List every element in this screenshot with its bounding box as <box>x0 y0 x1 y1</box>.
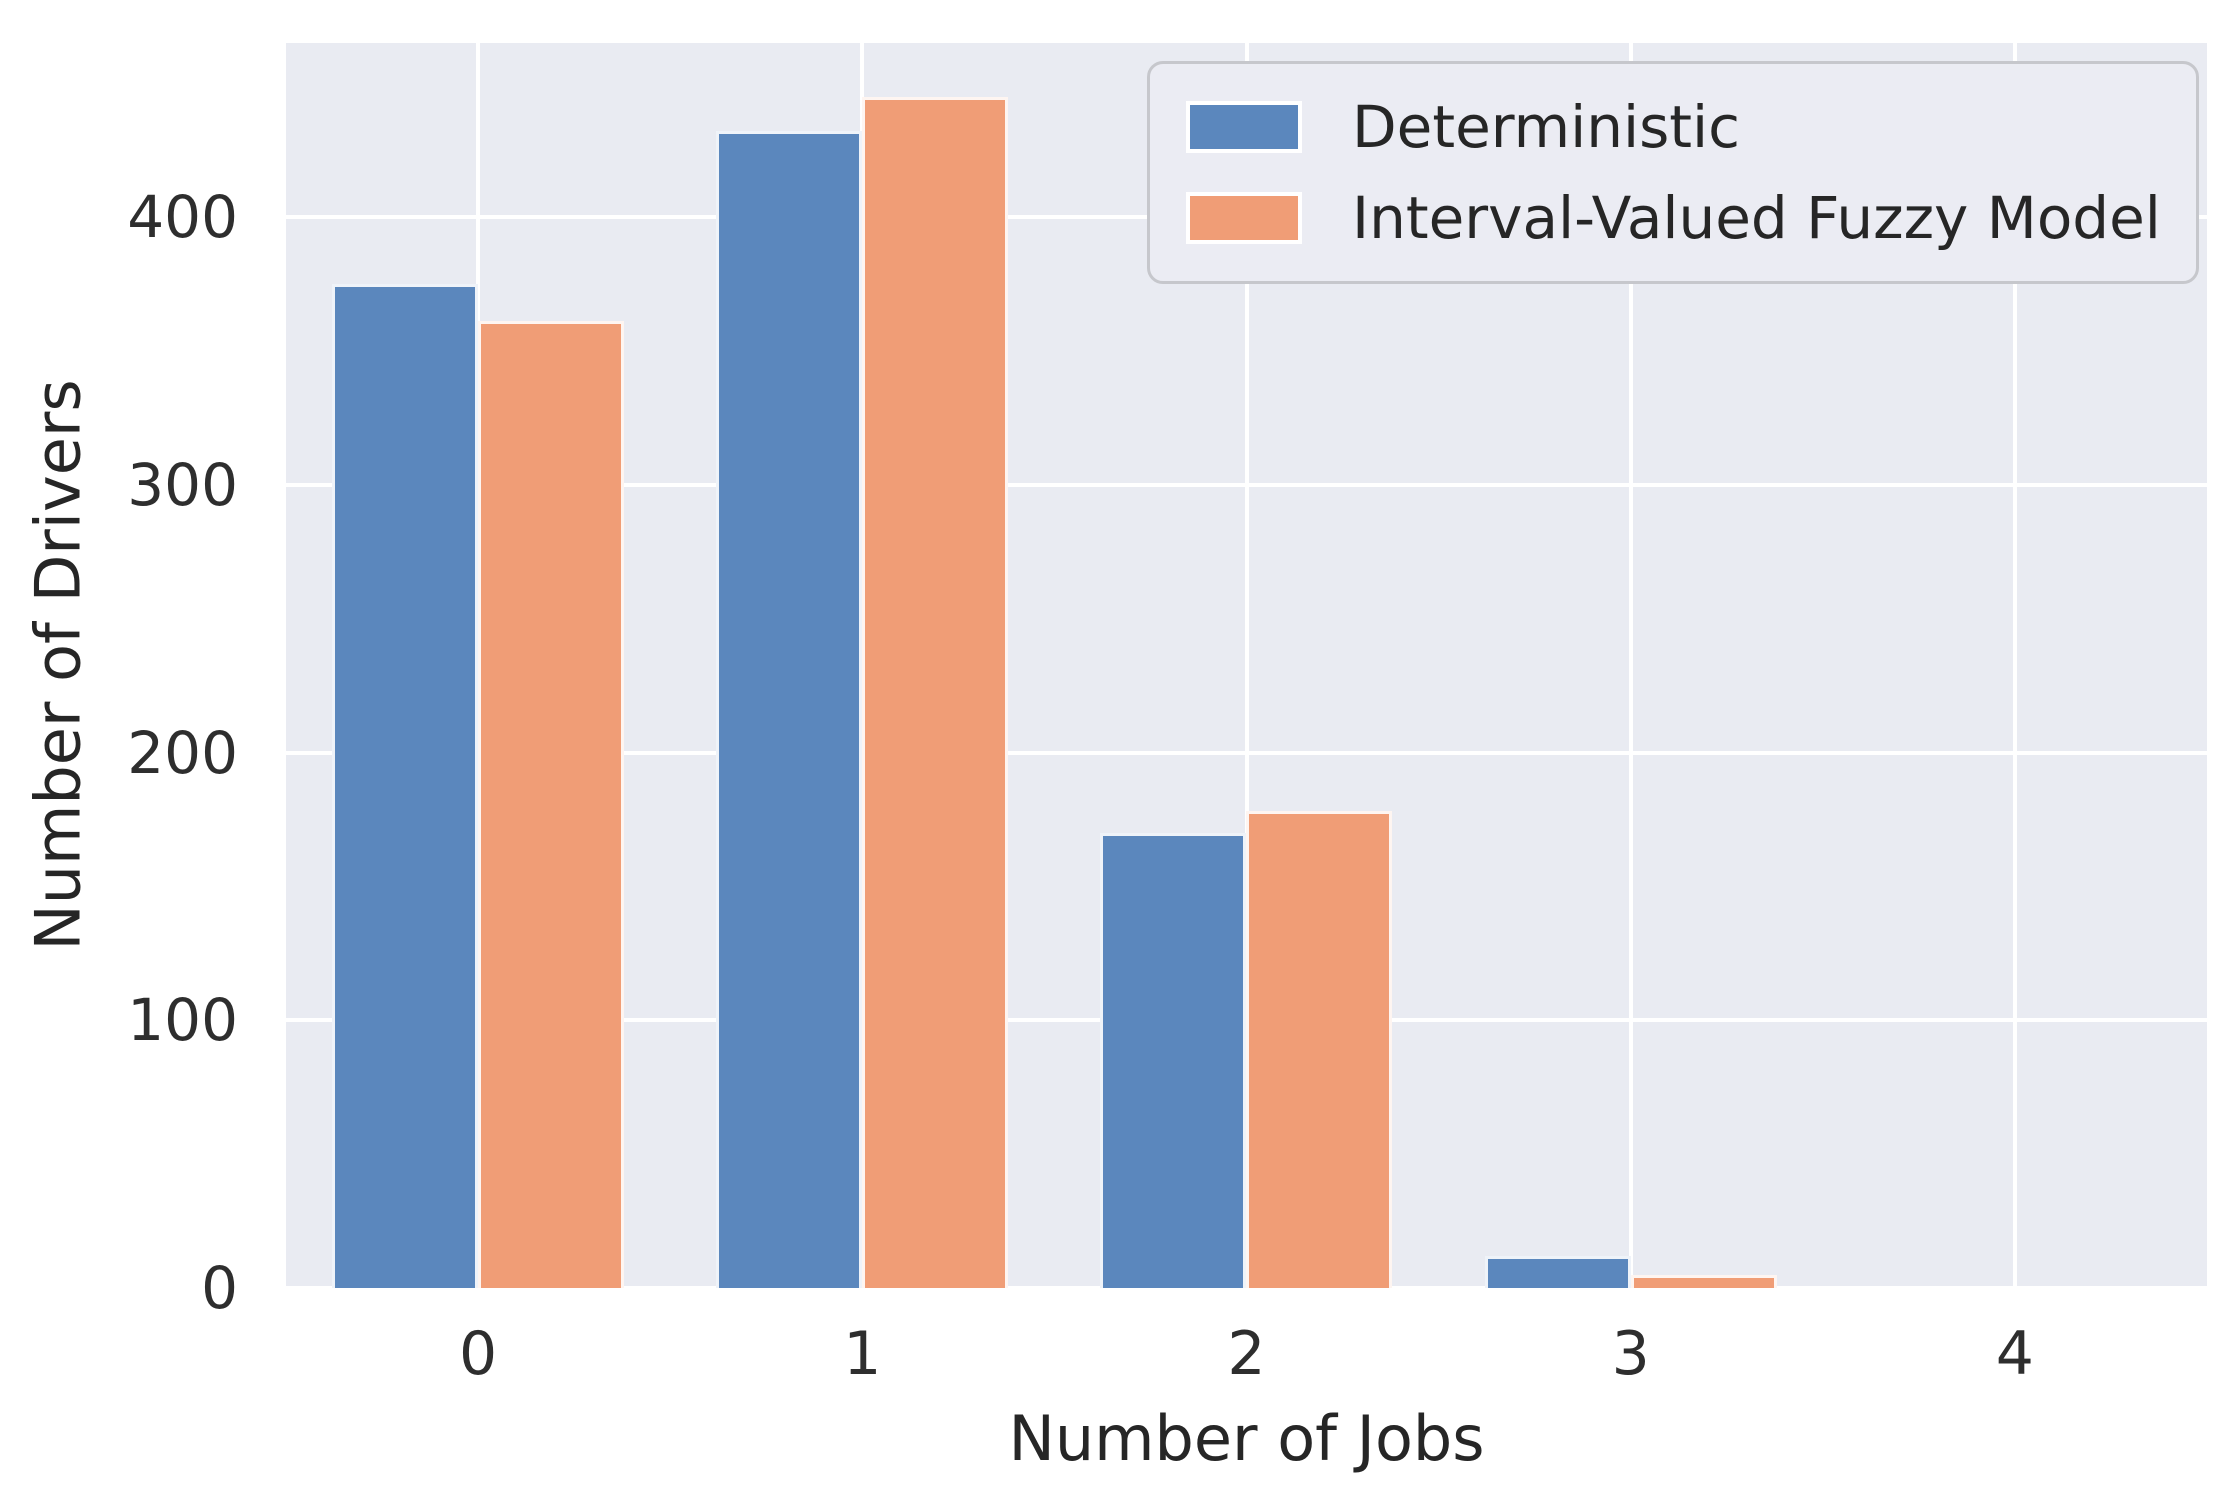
x-tick-label-3: 3 <box>1611 1319 1650 1389</box>
bar-interval-valued-fuzzy-model-2 <box>1246 811 1393 1288</box>
y-tick-label-300: 300 <box>127 450 238 519</box>
legend-label-fuzzy-model: Interval-Valued Fuzzy Model <box>1352 183 2161 252</box>
y-tick-label-200: 200 <box>127 718 238 787</box>
bar-interval-valued-fuzzy-model-3 <box>1630 1274 1777 1288</box>
y-axis-ticks: 0 100 200 300 400 <box>0 43 262 1317</box>
x-axis-ticks: 0 1 2 3 4 <box>286 1288 2207 1408</box>
x-tick-label-0: 0 <box>459 1319 498 1389</box>
plot-area: Deterministic Interval-Valued Fuzzy Mode… <box>286 43 2207 1290</box>
y-tick-label-100: 100 <box>127 986 238 1055</box>
bar-group-3 <box>1439 43 1823 1288</box>
gridline-x-4 <box>2012 43 2017 1288</box>
bar-deterministic-3 <box>1484 1255 1631 1288</box>
y-tick-label-400: 400 <box>127 183 238 252</box>
legend: Deterministic Interval-Valued Fuzzy Mode… <box>1147 61 2199 285</box>
legend-label-deterministic: Deterministic <box>1352 93 1741 161</box>
x-tick-label-2: 2 <box>1227 1319 1266 1389</box>
x-axis-title: Number of Jobs <box>1008 1402 1485 1475</box>
legend-item-fuzzy-model: Interval-Valued Fuzzy Model <box>1186 183 2161 252</box>
y-tick-label-0: 0 <box>201 1254 238 1322</box>
bar-interval-valued-fuzzy-model-0 <box>478 321 625 1288</box>
bar-group-2 <box>1054 43 1438 1288</box>
bar-group-1 <box>670 43 1054 1288</box>
gridline-x-2 <box>1244 43 1249 1288</box>
gridline-x-3 <box>1628 43 1633 1288</box>
bar-deterministic-2 <box>1100 832 1247 1288</box>
legend-item-deterministic: Deterministic <box>1186 94 2160 161</box>
bar-group-0 <box>286 43 670 1288</box>
bar-deterministic-0 <box>332 283 479 1288</box>
bar-deterministic-1 <box>716 131 863 1288</box>
legend-swatch-fuzzy-model <box>1186 192 1302 245</box>
gridline-y-0 <box>286 1286 2207 1290</box>
x-tick-label-1: 1 <box>843 1319 882 1389</box>
bar-interval-valued-fuzzy-model-1 <box>862 96 1009 1288</box>
legend-swatch-deterministic <box>1186 101 1302 154</box>
x-tick-label-4: 4 <box>1995 1319 2034 1389</box>
